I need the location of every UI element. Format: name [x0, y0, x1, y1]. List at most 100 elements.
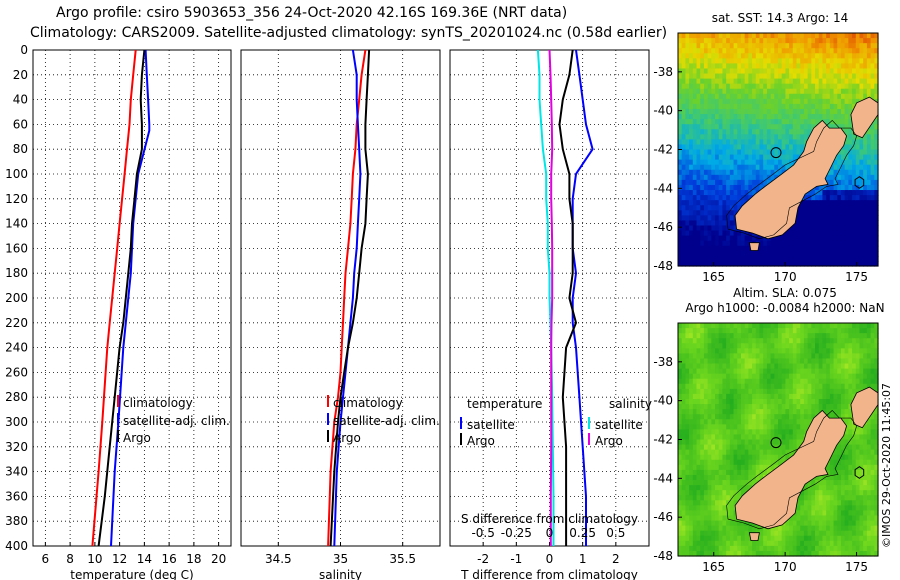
x-axis-label: temperature (deg C): [70, 568, 193, 580]
y-tick-label: 300: [5, 415, 28, 429]
x-tick-label: 20: [211, 552, 226, 566]
legend-label: Argo: [333, 431, 361, 445]
map-y-tick-label: -42: [653, 143, 673, 157]
y-tick-label: 260: [5, 365, 28, 379]
map2-title: Altim. SLA: 0.075: [733, 286, 837, 300]
y-tick-label: 340: [5, 465, 28, 479]
chatham-marker: [854, 176, 865, 189]
stewart-island-land: [748, 242, 760, 251]
profile-panel-0: 6 8 10 12 14 16 18 20 temperature (deg C) climato…: [32, 49, 232, 580]
y-tick-label: 220: [5, 316, 28, 330]
map-raster: [678, 323, 879, 557]
map-x-tick-label: 175: [845, 270, 868, 284]
y-tick-label: 0: [20, 43, 28, 57]
x-tick-label: 18: [186, 552, 201, 566]
x-tick-label: 34.5: [265, 552, 292, 566]
legend-swatch: [460, 417, 462, 429]
legend-swatch: [117, 430, 119, 442]
argo-position-marker: [770, 437, 782, 449]
series-line-satellite-adj-clim-: [110, 50, 151, 546]
bathymetry-contour: [726, 120, 857, 240]
series-line-climatology: [91, 50, 137, 546]
x-axis-label: salinity: [319, 568, 362, 580]
map-y-tick-label: -48: [653, 549, 673, 563]
x-tick-label: 14: [137, 552, 152, 566]
legend-label: Argo: [467, 434, 495, 448]
series-line-satellite-adj-clim-: [333, 50, 362, 546]
x2-tick-label: -0.25: [501, 526, 532, 540]
north-island-land: [850, 386, 879, 429]
y-tick-label: 160: [5, 241, 28, 255]
x-tick-label: 12: [112, 552, 127, 566]
y-tick-label: 120: [5, 192, 28, 206]
y-tick-label: 400: [5, 539, 28, 553]
x-tick-label: 0: [546, 552, 554, 566]
x2-tick-label: 0.25: [569, 526, 596, 540]
map-y-tick-label: -48: [653, 259, 673, 273]
legend-swatch: [460, 433, 462, 445]
title-line-2: Climatology: CARS2009. Satellite-adjuste…: [30, 25, 668, 41]
map-y-tick-label: -40: [653, 104, 673, 118]
y-tick-label: 380: [5, 514, 28, 528]
x-tick-label: 35.5: [389, 552, 416, 566]
y-tick-label: 320: [5, 440, 28, 454]
x-tick-label: 8: [66, 552, 74, 566]
series-line-t-argo: [558, 50, 578, 546]
y-tick-label: 140: [5, 217, 28, 231]
legend-title-temperature: temperature: [467, 397, 542, 411]
title-line-1: Argo profile: csiro 5903653_356 24-Oct-2…: [56, 5, 568, 21]
north-island-land: [850, 96, 879, 139]
y-tick-label: 280: [5, 390, 28, 404]
map-y-tick-label: -42: [653, 433, 673, 447]
x-tick-label: 1: [579, 552, 587, 566]
y-tick-label: 240: [5, 341, 28, 355]
map-x-tick-label: 170: [774, 560, 797, 574]
legend-swatch: [117, 395, 119, 407]
x-tick-label: -1: [510, 552, 522, 566]
x-tick-label: -2: [477, 552, 489, 566]
map-x-tick-label: 170: [774, 270, 797, 284]
south-island-land: [734, 119, 848, 240]
map-x-tick-label: 165: [702, 270, 725, 284]
map-y-tick-label: -46: [653, 510, 673, 524]
series-line-s-satellite: [536, 50, 555, 546]
profile-panel-2: -2 -1 0 1 2 T difference from climatology -0.5…: [449, 49, 652, 580]
legend-label: satellite-adj. clim.: [333, 414, 440, 428]
x2-axis-label: S difference from climatology: [461, 512, 638, 526]
south-island-land: [734, 409, 848, 530]
series-line-argo: [97, 50, 146, 546]
legend-title-salinity: salinity: [609, 397, 652, 411]
map-y-tick-label: -38: [653, 355, 673, 369]
legend-label: satellite: [467, 418, 515, 432]
series-line-s-argo: [548, 50, 554, 546]
map1-title: sat. SST: 14.3 Argo: 14: [712, 11, 849, 25]
legend-label: climatology: [123, 396, 193, 410]
y-tick-label: 60: [13, 117, 28, 131]
bathymetry-contour: [726, 410, 857, 530]
map-y-tick-label: -46: [653, 220, 673, 234]
legend-label: Argo: [595, 434, 623, 448]
series-line-argo: [329, 50, 371, 546]
profile-panel-1: 34.5 35 35.5 salinity climatology satellite-a…: [240, 49, 441, 580]
x-tick-label: 35: [333, 552, 348, 566]
map2-subtitle: Argo h1000: -0.0084 h2000: NaN: [685, 301, 884, 315]
map-panel-1: 165 170 175 -38 -40 -42 -44 -46 -48 sat. SST: 14.…: [653, 11, 879, 284]
map-y-tick-label: -44: [653, 181, 673, 195]
x2-tick-label: 0: [546, 526, 554, 540]
map-x-tick-label: 175: [845, 560, 868, 574]
map-panel-2: 165 170 175 -38 -40 -42 -44 -46 -48 Altim. SLA: 0…: [653, 286, 884, 574]
legend-swatch: [327, 395, 329, 407]
y-tick-label: 20: [13, 68, 28, 82]
y-tick-label: 180: [5, 266, 28, 280]
legend-swatch: [588, 417, 590, 429]
y-tick-label: 100: [5, 167, 28, 181]
legend-swatch: [588, 433, 590, 445]
x-tick-label: 2: [612, 552, 620, 566]
x-tick-label: 16: [161, 552, 176, 566]
y-tick-label: 80: [13, 142, 28, 156]
legend-label: Argo: [123, 431, 151, 445]
map-y-tick-label: -40: [653, 394, 673, 408]
legend-label: satellite: [595, 418, 643, 432]
legend-swatch: [117, 413, 119, 425]
